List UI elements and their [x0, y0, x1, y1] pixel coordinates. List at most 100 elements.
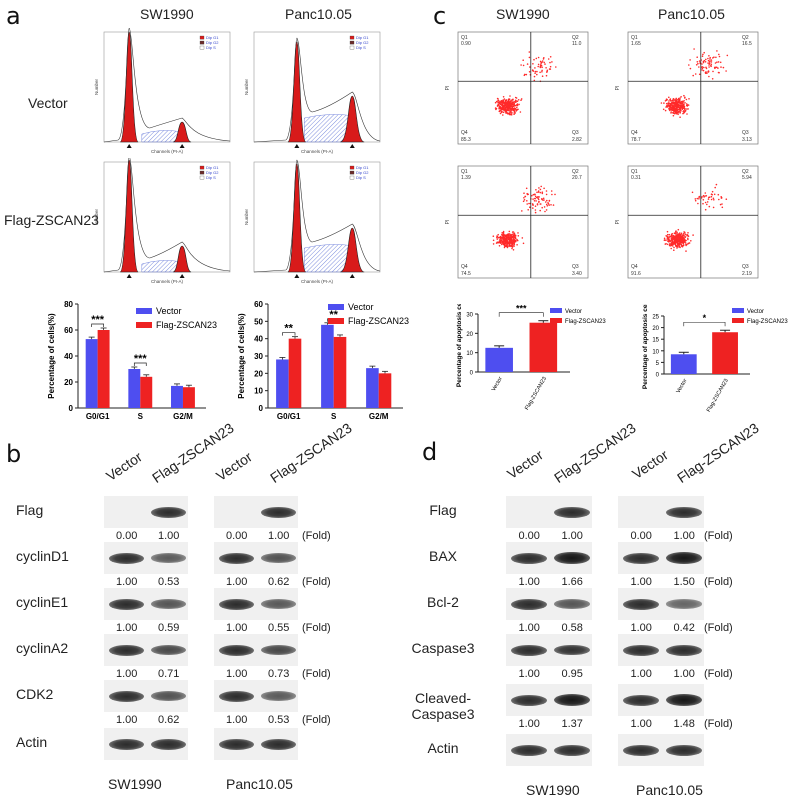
q2-value: 5.94: [742, 175, 752, 181]
legend-label: Dip G2: [356, 170, 369, 175]
scatter-dot: [698, 66, 700, 68]
scatter-dot: [520, 64, 522, 66]
b-band: [109, 738, 145, 750]
scatter-dot: [509, 112, 511, 114]
scatter-dot: [708, 64, 710, 66]
scatter-dot: [684, 242, 687, 244]
chart-sw-cellcycle: 0 20 40 60 80 Percentage of cells(%) G0/G1 *** S…: [47, 300, 217, 421]
scatter-dot: [502, 236, 504, 238]
scatter-dot: [539, 66, 542, 69]
scatter-dot: [677, 105, 680, 107]
q1-value: 1.39: [461, 175, 471, 181]
b-row-label: cyclinE1: [16, 594, 69, 610]
scatter-dot: [523, 197, 525, 199]
scatter-dot: [522, 242, 525, 245]
scatter-dot: [708, 55, 710, 57]
scatter-dot: [707, 57, 709, 60]
legend-label: Dip G1: [356, 35, 369, 40]
scatter-dot: [687, 232, 689, 234]
scatter-dot: [712, 206, 715, 209]
d-band: [511, 694, 548, 706]
scatter-dot: [712, 57, 714, 59]
y-tick-label: 10: [466, 351, 473, 357]
scatter-dot: [513, 113, 515, 115]
b-band: [109, 552, 145, 564]
q2-label: Q2: [572, 35, 579, 41]
scatter-dot: [541, 206, 543, 209]
scatter-dot: [689, 59, 691, 61]
scatter-dot: [713, 66, 716, 69]
b-blot-sw: [104, 680, 188, 712]
b-band: [261, 599, 297, 609]
scatter-dot: [504, 239, 507, 241]
scatter-dot: [719, 203, 722, 206]
d-row-label: Bcl-2: [427, 594, 459, 610]
scatter-dot: [676, 100, 678, 102]
scatter-dot: [511, 233, 513, 236]
scatter-dot: [497, 236, 500, 239]
scatter-dot: [538, 200, 540, 203]
scatter-dot: [555, 66, 557, 68]
x-tick-label: S: [331, 412, 337, 421]
scatter-dot: [668, 236, 670, 238]
scatter-dot: [547, 202, 549, 204]
scatter-dot: [677, 106, 679, 108]
scatter-dot: [683, 232, 685, 235]
scatter-dot: [668, 100, 670, 102]
b-fold-value: 0.55: [267, 622, 290, 634]
b-blot-sw: [104, 634, 188, 666]
d-row-label: Cleaved-Caspase3: [411, 690, 475, 722]
b-footer-panc: Panc10.05: [226, 776, 293, 792]
d-blot-pc: [618, 496, 704, 528]
scatter-dot: [715, 183, 718, 186]
scatter-dot: [549, 65, 552, 68]
scatter-dot: [708, 205, 711, 208]
d-row-label: Caspase3: [411, 640, 475, 656]
scatter-dot: [679, 97, 681, 99]
scatter-dot: [671, 239, 674, 242]
scatter-dot: [721, 206, 724, 209]
scatter-dot: [545, 203, 548, 206]
bar: [128, 369, 141, 408]
b-band: [151, 738, 187, 750]
scatter-dot: [670, 237, 673, 239]
scatter-frame: [457, 165, 589, 279]
scatter-dot: [499, 106, 501, 108]
hist-envelope: [253, 37, 381, 143]
scatter-dot: [537, 65, 539, 68]
scatter-dot: [675, 111, 678, 114]
scatter-dot: [537, 196, 539, 198]
scatter-dot: [527, 209, 529, 211]
scatter-dot: [680, 242, 683, 244]
d-fold-label: (Fold): [704, 718, 733, 730]
scatter-dot: [672, 98, 675, 100]
b-fold-label: (Fold): [302, 622, 331, 634]
q2-value: 11.0: [572, 41, 582, 47]
d-fold-value: 1.00: [673, 530, 695, 542]
scatter-dot: [713, 199, 715, 201]
q1-label: Q1: [461, 35, 468, 41]
scatter-dot: [692, 74, 694, 77]
q2-label: Q2: [742, 35, 749, 41]
scatter-dot: [521, 210, 523, 212]
scatter-dot: [725, 198, 728, 200]
q4-value: 74.5: [461, 271, 471, 277]
d-fold-value: 0.95: [561, 668, 583, 680]
scatter-dot: [710, 61, 713, 63]
scatter-dot: [666, 230, 669, 233]
scatter-dot: [683, 244, 685, 246]
legend-swatch: [349, 175, 355, 180]
scatter-dot: [502, 96, 505, 98]
q1-value: 0.90: [461, 41, 471, 47]
scatter-dot: [529, 206, 531, 208]
scatter-dot: [674, 110, 677, 112]
scatter-dot: [679, 106, 681, 108]
b-fold-label: (Fold): [302, 530, 331, 542]
scatter-dot: [674, 235, 677, 237]
scatter-dot: [688, 98, 690, 100]
hist-marker: [179, 144, 185, 148]
scatter-dot: [701, 69, 703, 71]
